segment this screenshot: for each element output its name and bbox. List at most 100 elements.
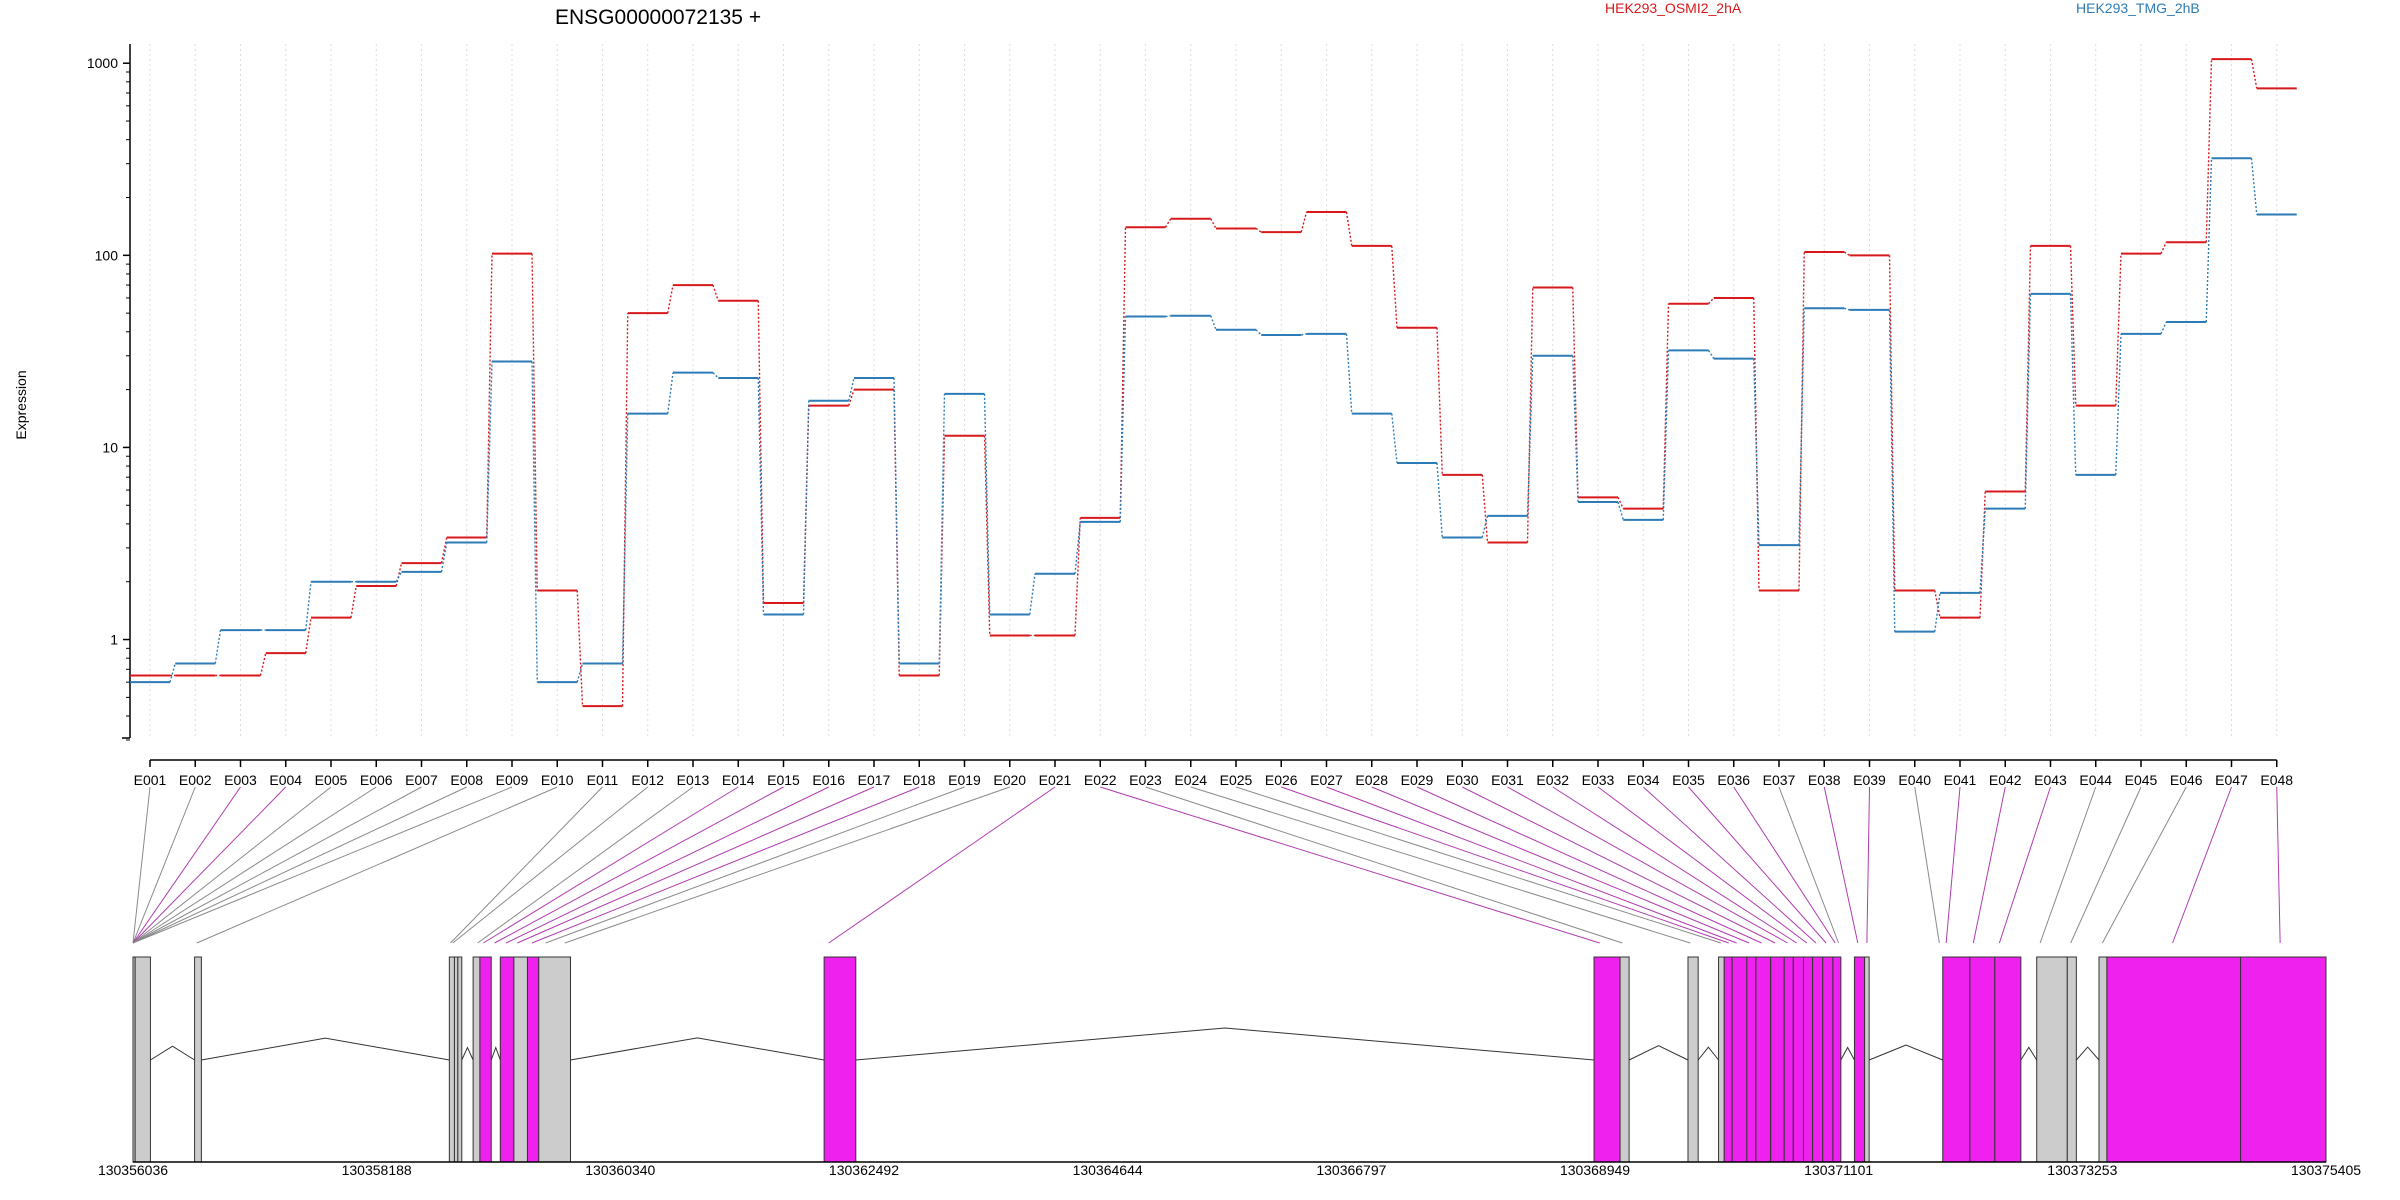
exon-axis: E001 E002 E003 E004 E005 E006 E007 E008 E009 E010… [134, 759, 2293, 788]
x-tick-label: E012 [631, 772, 664, 788]
series-connector [1210, 218, 1217, 229]
series-connector [1753, 297, 1760, 591]
x-tick-label: E001 [134, 772, 167, 788]
x-tick-label: E047 [2215, 772, 2248, 788]
series-1 [130, 58, 2297, 708]
intron-line [1840, 1046, 1855, 1061]
x-tick-label: E025 [1220, 772, 1253, 788]
exon-block [1853, 956, 1866, 1163]
genomic-tick-label: 130371101 [1804, 1162, 1873, 1178]
series-connector [440, 537, 448, 564]
series-connector [440, 542, 448, 573]
genomic-tick-label: 130373253 [2047, 1162, 2117, 1178]
exon-block [1731, 956, 1748, 1163]
y-axis-label: Expression [13, 370, 29, 439]
x-tick-label: E020 [993, 772, 1026, 788]
series-connector [1572, 355, 1579, 503]
exon-connector [132, 786, 287, 944]
x-tick-label: E004 [269, 772, 302, 788]
x-tick-label: E013 [677, 772, 710, 788]
exon-connector [1507, 786, 1788, 944]
exon-block [2066, 956, 2077, 1163]
x-tick-label: E008 [450, 772, 483, 788]
exon-block [472, 956, 481, 1163]
series-connector [531, 361, 538, 683]
series-connector [2069, 245, 2077, 406]
exon-connector [1597, 786, 1808, 944]
exon-block [1942, 956, 1971, 1163]
series-connector [395, 571, 403, 583]
series-connector [1165, 315, 1171, 318]
legend-series-2: HEK293_TMG_2hB [2076, 0, 2200, 16]
exon-connector [483, 786, 739, 944]
exon-connector [132, 786, 241, 944]
series-connector [1074, 521, 1081, 574]
exon-block [134, 956, 151, 1163]
exon-block [1994, 956, 2022, 1163]
exon-block [513, 956, 528, 1163]
exon-block [2036, 956, 2068, 1163]
exon-connector [1733, 786, 1836, 944]
series-connector [1164, 218, 1172, 228]
series-connector [938, 393, 946, 664]
x-tick-label: E024 [1174, 772, 1207, 788]
genomic-tick-label: 130364644 [1073, 1162, 1143, 1178]
intron-line [150, 1045, 195, 1061]
series-connector [1707, 297, 1715, 305]
genomic-tick-label: 130360340 [585, 1162, 655, 1178]
exon-connector [1823, 786, 1859, 944]
exon-block [1723, 956, 1733, 1163]
gene-model [132, 956, 2327, 1163]
x-tick-label: E017 [858, 772, 891, 788]
exon-connector [132, 786, 377, 944]
x-tick-label: E042 [1989, 772, 2022, 788]
intron-line [570, 1037, 825, 1061]
x-tick-label: E011 [587, 772, 619, 788]
x-tick-label: E026 [1265, 772, 1298, 788]
x-tick-label: E014 [722, 772, 755, 788]
exon-connector [132, 786, 196, 944]
intron-line [2075, 1046, 2100, 1061]
exon-block [2098, 956, 2108, 1163]
exon-block [1619, 956, 1630, 1163]
x-tick-label: E005 [315, 772, 348, 788]
x-tick-label: E038 [1808, 772, 1841, 788]
series-connector [1481, 474, 1489, 543]
exon-grid [149, 44, 2278, 736]
exon-block [1718, 956, 1725, 1163]
series-connector [1888, 309, 1896, 632]
exon-connector [1371, 786, 1750, 944]
series-connector [2205, 59, 2213, 243]
x-tick-label: E046 [2170, 772, 2203, 788]
x-tick-label: E035 [1672, 772, 1705, 788]
exon-connector [132, 786, 422, 944]
series-connector [2024, 245, 2032, 492]
exon-block [499, 956, 515, 1163]
exon-connector [564, 786, 1010, 944]
x-tick-label: E043 [2034, 772, 2067, 788]
x-tick-label: E033 [1582, 772, 1615, 788]
x-tick-label: E037 [1763, 772, 1796, 788]
x-tick-label: E039 [1853, 772, 1886, 788]
intron-line [1628, 1045, 1689, 1061]
series-connector [1753, 358, 1760, 546]
genomic-tick-label: 130366797 [1316, 1162, 1386, 1178]
x-tick-label: E048 [2260, 772, 2293, 788]
series-connector [1526, 287, 1534, 543]
exon-connector [1998, 786, 2051, 944]
series-connector [2115, 253, 2122, 406]
exon-block [526, 956, 540, 1163]
intron-line [2020, 1046, 2038, 1061]
series-connector [1255, 227, 1262, 233]
exon-block [1755, 956, 1772, 1163]
series-2 [130, 157, 2297, 684]
x-tick-label: E032 [1536, 772, 1569, 788]
series-connector [2205, 158, 2213, 322]
exon-connector [1866, 786, 1870, 944]
exon-connector [2039, 786, 2097, 944]
x-tick-label: E015 [767, 772, 800, 788]
intron-line [1697, 1046, 1719, 1061]
series-connector [1526, 355, 1534, 516]
y-axis: 1 10 100 1000 [87, 44, 131, 741]
intron-line [461, 1046, 474, 1061]
